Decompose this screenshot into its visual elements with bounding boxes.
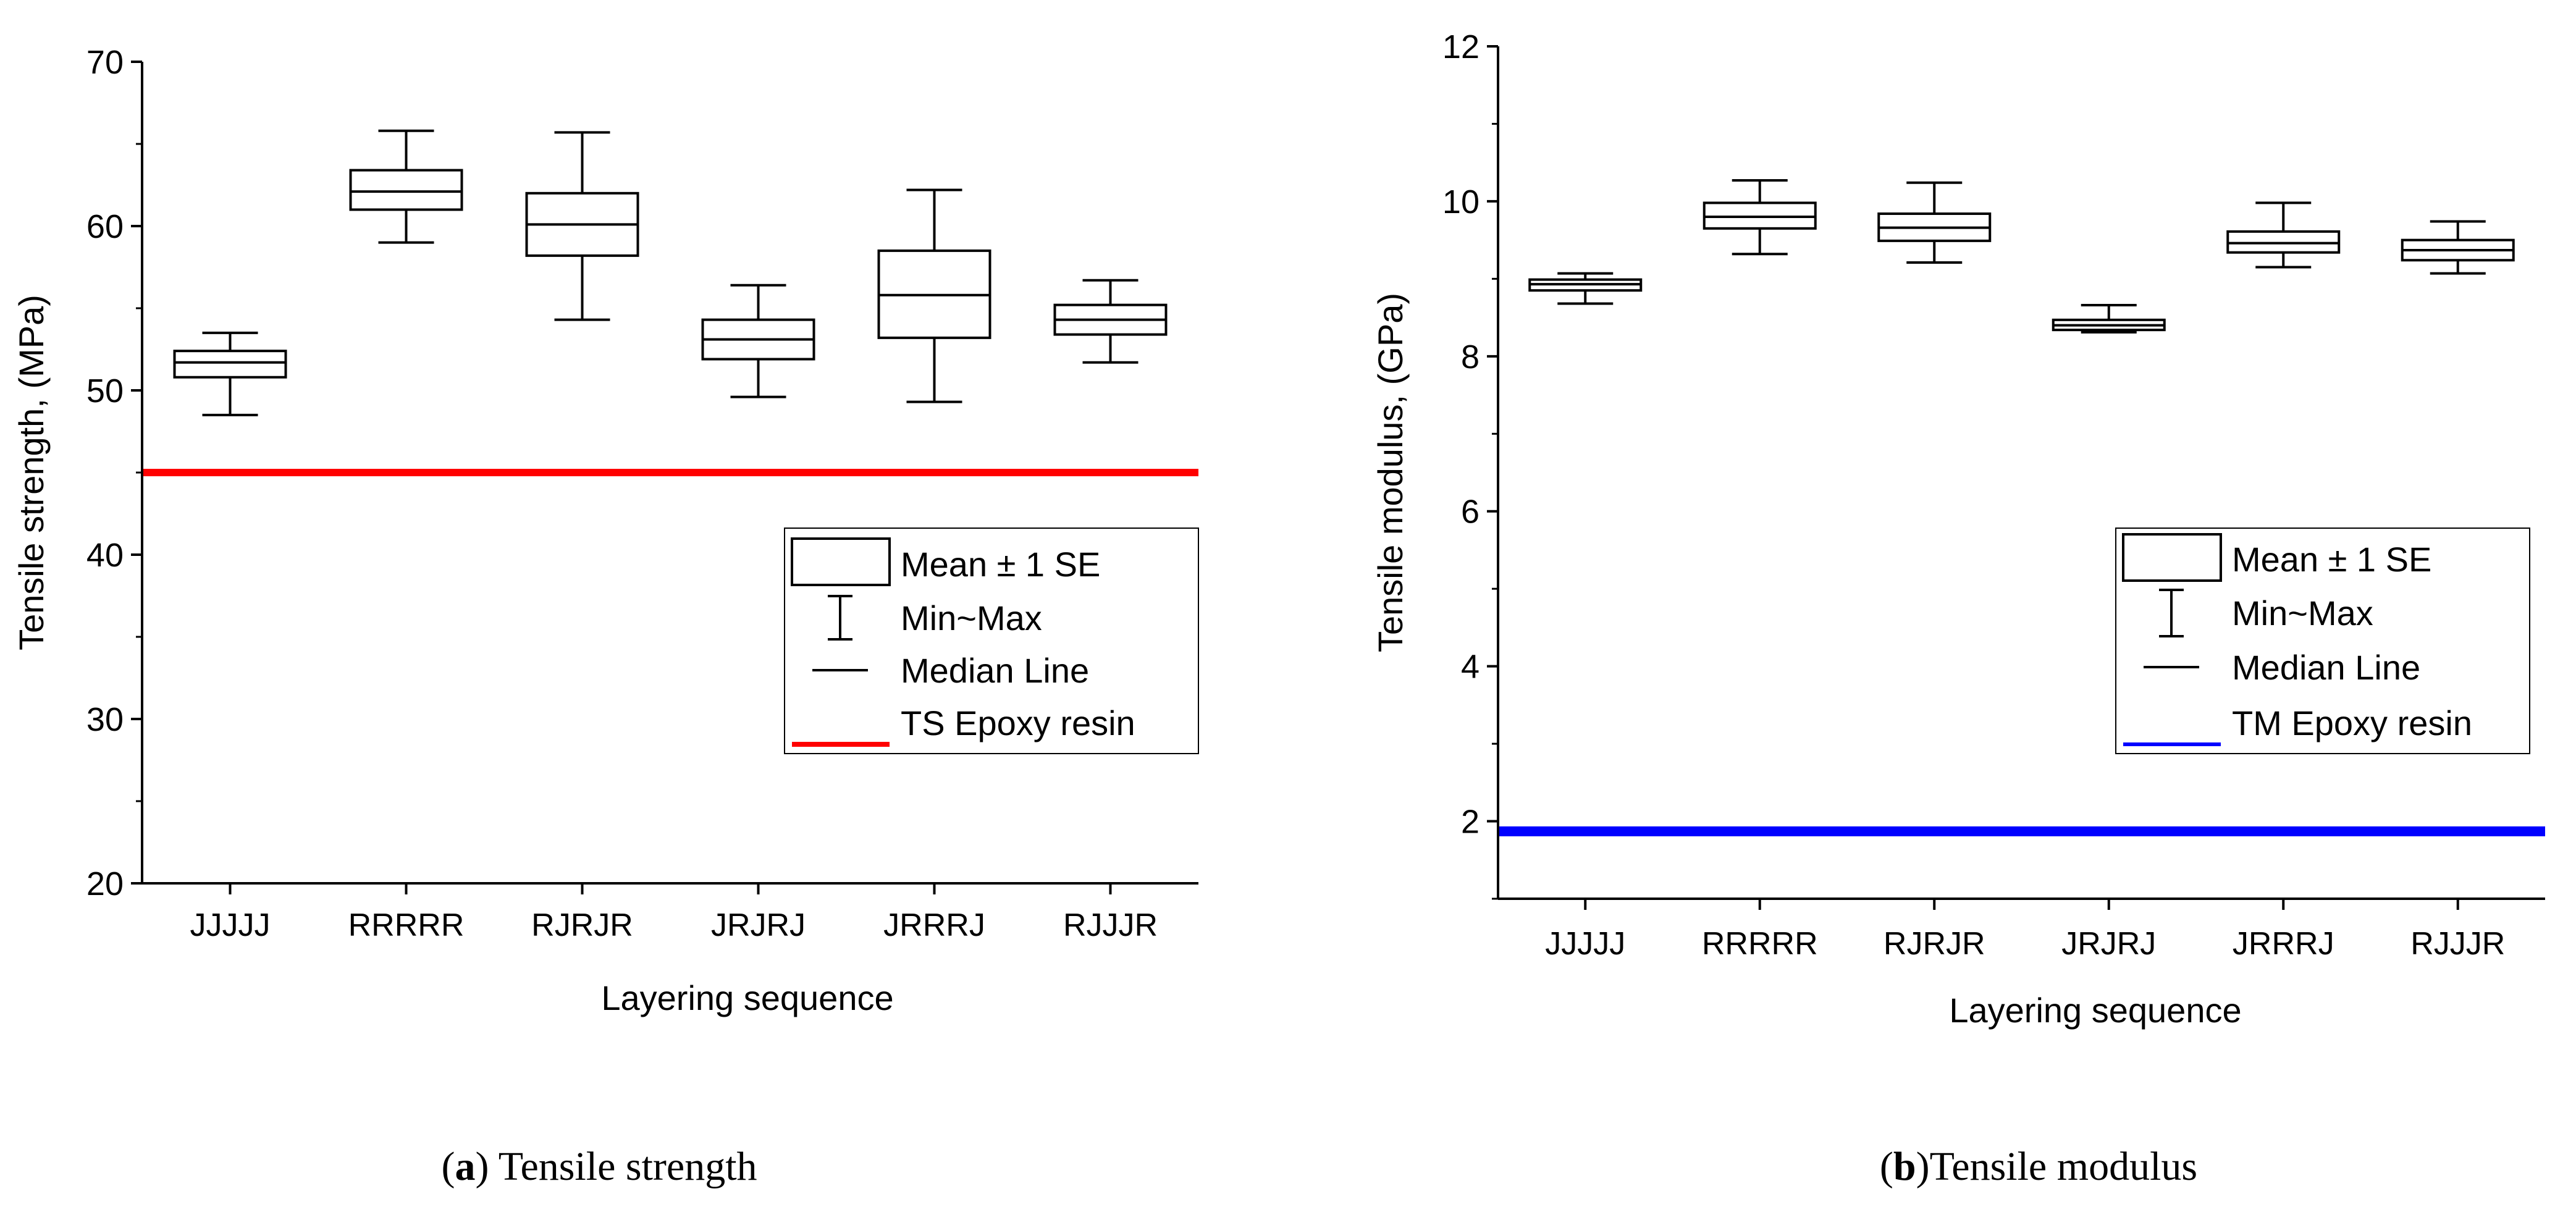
- panel-b-box-3: [2052, 304, 2166, 334]
- panel-a-box-2: [525, 131, 639, 321]
- panel-a-legend-entry-median: Median Line: [901, 651, 1089, 690]
- panel-b-legend-entry-minmax: Min~Max: [2232, 594, 2373, 633]
- panel-a-box-1: [349, 129, 463, 244]
- panel-a-x-axis-label: Layering sequence: [601, 978, 893, 1017]
- panel-b-x-axis-label: Layering sequence: [1949, 991, 2241, 1030]
- panel-a-legend-box-swatch: [791, 537, 891, 586]
- panel-a-ytick-label-3: 50: [86, 372, 124, 410]
- panel-b-box-5: [2401, 220, 2515, 275]
- panel-a-ytick-label-4: 60: [86, 208, 124, 245]
- panel-b-category-label-0: JJJJJ: [1545, 926, 1625, 962]
- panel-b-ytick-label-1: 4: [1461, 649, 1480, 686]
- panel-b-box-2: [1877, 181, 1992, 264]
- panel-b-category-label-1: RRRRR: [1702, 926, 1818, 962]
- panel-b-ytick-label-0: 2: [1461, 804, 1480, 841]
- panel-b-caption: (b)Tensile modulus: [1880, 1144, 2197, 1189]
- panel-a-category-label-3: JRJRJ: [711, 907, 806, 943]
- panel-b-legend-entry-median: Median Line: [2232, 648, 2420, 687]
- panel-a: 20 30 40 50 60 70 JJJJJ RRRRR RJRJR JRJRJ JRRRJ RJ…: [12, 44, 1199, 1189]
- panel-b-legend-frame: [2115, 528, 2530, 754]
- panel-b-ytick-label-5: 12: [1442, 28, 1480, 65]
- panel-a-box-1-body: [349, 169, 463, 211]
- panel-b-legend-box-swatch: [2122, 533, 2222, 582]
- panel-b-caption-letter: b: [1893, 1144, 1916, 1189]
- panel-a-box-5: [1053, 279, 1168, 364]
- panel-b-category-label-3: JRJRJ: [2061, 926, 2156, 962]
- panel-b-axes: [1497, 46, 2545, 900]
- panel-b-boxes: [1528, 179, 2515, 334]
- panel-b-category-label-4: JRRRJ: [2233, 926, 2334, 962]
- panel-a-ytick-label-5: 70: [86, 44, 124, 81]
- panel-a-box-3: [701, 284, 815, 398]
- panel-a-legend-entry-reference: TS Epoxy resin: [901, 704, 1135, 742]
- panel-a-box-4: [877, 188, 991, 403]
- panel-a-legend-entry-mean: Mean ± 1 SE: [901, 545, 1100, 584]
- panel-a-category-label-4: JRRRJ: [883, 907, 985, 943]
- panel-a-xticks: JJJJJ RRRRR RJRJR JRJRJ JRRRJ RJJJR: [190, 883, 1158, 943]
- panel-b-caption-text: )Tensile modulus: [1916, 1144, 2198, 1189]
- panel-a-y-axis-label: Tensile strength, (MPa): [12, 295, 51, 650]
- panel-b-box-0: [1528, 272, 1643, 305]
- panel-b-box-4: [2226, 201, 2341, 269]
- panel-b-legend-whisker-swatch: [2159, 589, 2184, 637]
- panel-b-category-label-5: RJJJR: [2410, 926, 2505, 962]
- panel-a-legend: Mean ± 1 SE Min~Max Median Line TS Epoxy…: [784, 528, 1199, 754]
- panel-a-box-0-body: [173, 350, 287, 379]
- panel-a-category-label-2: RJRJR: [531, 907, 633, 943]
- panel-a-yticks: 20 30 40 50 60 70: [86, 44, 142, 902]
- panel-b-xticks: JJJJJ RRRRR RJRJR JRJRJ JRRRJ RJJJR: [1545, 899, 2505, 962]
- panel-a-legend-entry-minmax: Min~Max: [901, 599, 1042, 637]
- panel-a-caption: (a) Tensile strength: [441, 1144, 757, 1189]
- panel-a-legend-whisker-swatch: [828, 595, 852, 641]
- panel-b-legend-entry-reference: TM Epoxy resin: [2232, 704, 2472, 742]
- panel-a-ytick-label-1: 30: [86, 701, 124, 738]
- panel-a-category-label-1: RRRRR: [348, 907, 465, 943]
- panel-a-legend-frame: [784, 528, 1199, 754]
- panel-b-ytick-label-3: 8: [1461, 338, 1480, 376]
- panel-b-category-label-2: RJRJR: [1884, 926, 1985, 962]
- panel-a-box-0: [173, 331, 287, 416]
- panel-b-box-1: [1703, 179, 1817, 256]
- panel-b-legend: Mean ± 1 SE Min~Max Median Line TM Epoxy…: [2115, 528, 2530, 754]
- panel-b-ytick-label-4: 10: [1442, 183, 1480, 221]
- panel-a-caption-letter: a: [455, 1144, 475, 1189]
- panel-b-y-axis-label: Tensile modulus, (GPa): [1371, 293, 1410, 652]
- panel-b-yticks: 2 4 6 8 10 12: [1442, 28, 1498, 900]
- panel-a-ytick-label-0: 20: [86, 865, 124, 902]
- panel-a-ytick-label-2: 40: [86, 537, 124, 574]
- panel-a-boxes: [173, 129, 1168, 416]
- panel-b-legend-entry-mean: Mean ± 1 SE: [2232, 540, 2431, 579]
- panel-a-category-label-5: RJJJR: [1063, 907, 1158, 943]
- panel-a-caption-text: Tensile strength: [489, 1144, 757, 1189]
- panel-b-ytick-label-2: 6: [1461, 494, 1480, 531]
- panel-a-category-label-0: JJJJJ: [190, 907, 271, 943]
